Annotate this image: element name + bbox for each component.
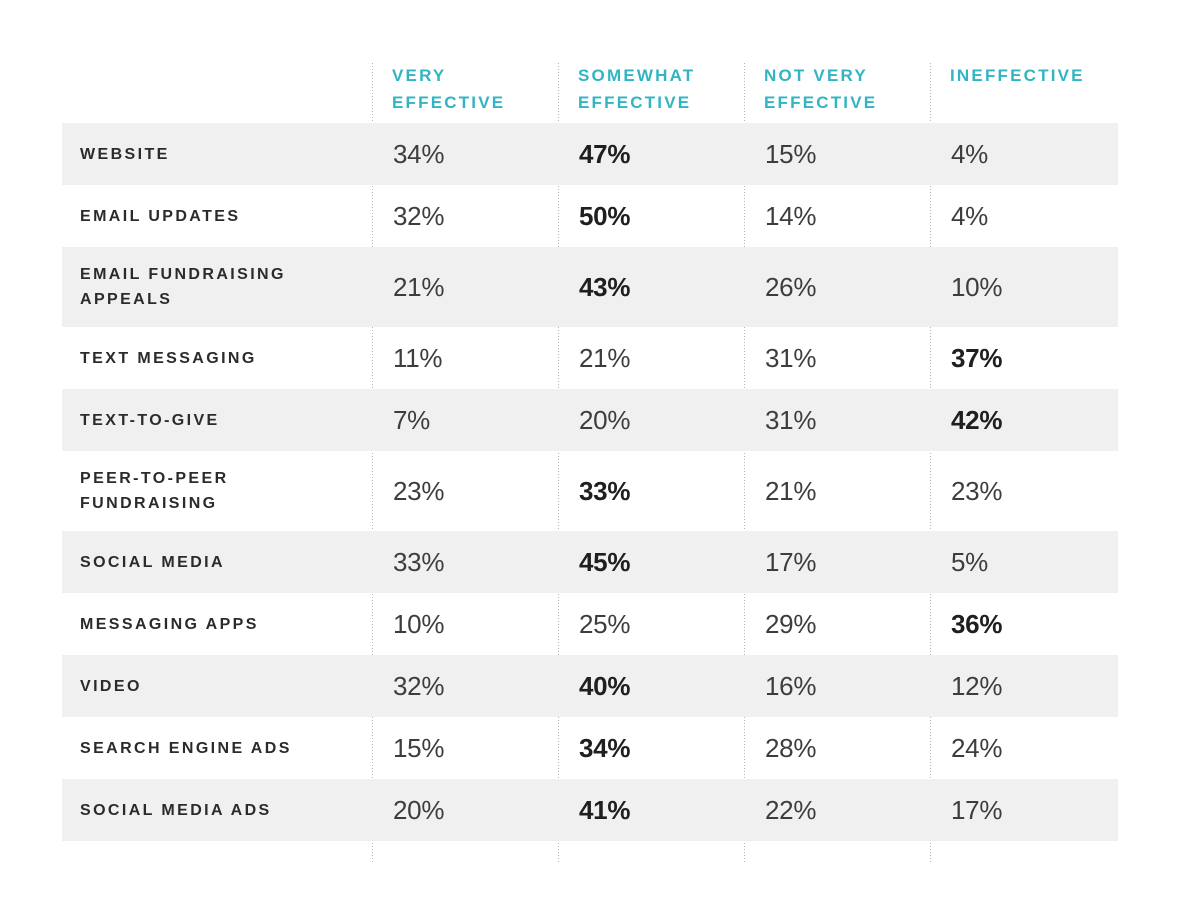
table-row: TEXT-TO-GIVE 7% 20% 31% 42% <box>62 389 1118 451</box>
value-cell: 41% <box>579 795 631 825</box>
row-label: TEXT-TO-GIVE <box>80 411 220 429</box>
value-cell: 31% <box>765 343 817 373</box>
value-cell: 20% <box>579 405 631 435</box>
column-header-ineffective: INEFFECTIVE <box>950 66 1085 85</box>
value-cell: 17% <box>765 547 817 577</box>
value-cell: 20% <box>393 795 445 825</box>
value-cell: 23% <box>951 476 1003 506</box>
column-divider <box>372 63 373 862</box>
row-label: EMAIL UPDATES <box>80 207 241 225</box>
value-cell: 16% <box>765 671 817 701</box>
value-cell: 42% <box>951 405 1003 435</box>
value-cell: 26% <box>765 272 817 302</box>
value-cell: 10% <box>393 609 445 639</box>
value-cell: 32% <box>393 671 445 701</box>
header-spacer <box>62 62 232 116</box>
column-header-somewhat-effective: SOMEWHAT EFFECTIVE <box>578 66 696 112</box>
value-cell: 33% <box>579 476 631 506</box>
value-cell: 17% <box>951 795 1003 825</box>
value-cell: 21% <box>579 343 631 373</box>
value-cell: 5% <box>951 547 988 577</box>
value-cell: 12% <box>951 671 1003 701</box>
value-cell: 7% <box>393 405 430 435</box>
table-row: EMAIL FUNDRAISING APPEALS 21% 43% 26% 10% <box>62 247 1118 327</box>
value-cell: 31% <box>765 405 817 435</box>
value-cell: 29% <box>765 609 817 639</box>
row-label: SOCIAL MEDIA <box>80 553 225 571</box>
value-cell: 23% <box>393 476 445 506</box>
value-cell: 47% <box>579 139 631 169</box>
column-divider <box>558 63 559 862</box>
value-cell: 4% <box>951 201 988 231</box>
table-row: SOCIAL MEDIA ADS 20% 41% 22% 17% <box>62 779 1118 841</box>
row-label: MESSAGING APPS <box>80 615 259 633</box>
value-cell: 37% <box>951 343 1003 373</box>
value-cell: 10% <box>951 272 1003 302</box>
value-cell: 43% <box>579 272 631 302</box>
value-cell: 28% <box>765 733 817 763</box>
column-divider <box>930 63 931 862</box>
value-cell: 4% <box>951 139 988 169</box>
value-cell: 11% <box>393 343 443 373</box>
value-cell: 34% <box>579 733 631 763</box>
value-cell: 14% <box>765 201 817 231</box>
table-row: PEER-TO-PEER FUNDRAISING 23% 33% 21% 23% <box>62 451 1118 531</box>
row-label: SOCIAL MEDIA ADS <box>80 801 272 819</box>
value-cell: 36% <box>951 609 1003 639</box>
row-label: TEXT MESSAGING <box>80 349 257 367</box>
table-row: MESSAGING APPS 10% 25% 29% 36% <box>62 593 1118 655</box>
column-header-not-very-effective: NOT VERY EFFECTIVE <box>764 66 878 112</box>
table-body: WEBSITE 34% 47% 15% 4% EMAIL UPDATES 32% 50% 14%… <box>62 123 1118 841</box>
value-cell: 24% <box>951 733 1003 763</box>
value-cell: 22% <box>765 795 817 825</box>
table-row: TEXT MESSAGING 11% 21% 31% 37% <box>62 327 1118 389</box>
table-row: EMAIL UPDATES 32% 50% 14% 4% <box>62 185 1118 247</box>
value-cell: 25% <box>579 609 631 639</box>
value-cell: 33% <box>393 547 445 577</box>
row-label: WEBSITE <box>80 145 170 163</box>
row-label: SEARCH ENGINE ADS <box>80 739 292 757</box>
row-label: PEER-TO-PEER FUNDRAISING <box>80 470 229 512</box>
value-cell: 40% <box>579 671 631 701</box>
value-cell: 21% <box>765 476 817 506</box>
table-row: SOCIAL MEDIA 33% 45% 17% 5% <box>62 531 1118 593</box>
table-row: WEBSITE 34% 47% 15% 4% <box>62 123 1118 185</box>
value-cell: 45% <box>579 547 631 577</box>
value-cell: 15% <box>765 139 817 169</box>
column-divider <box>744 63 745 862</box>
column-header-very-effective: VERY EFFECTIVE <box>392 66 506 112</box>
value-cell: 15% <box>393 733 445 763</box>
value-cell: 32% <box>393 201 445 231</box>
row-label: VIDEO <box>80 677 142 695</box>
table-row: SEARCH ENGINE ADS 15% 34% 28% 24% <box>62 717 1118 779</box>
table-row: VIDEO 32% 40% 16% 12% <box>62 655 1118 717</box>
value-cell: 34% <box>393 139 445 169</box>
row-label: EMAIL FUNDRAISING APPEALS <box>80 266 286 308</box>
value-cell: 50% <box>579 201 631 231</box>
table-header: VERY EFFECTIVE SOMEWHAT EFFECTIVE NOT VE… <box>62 62 1118 116</box>
value-cell: 21% <box>393 272 445 302</box>
